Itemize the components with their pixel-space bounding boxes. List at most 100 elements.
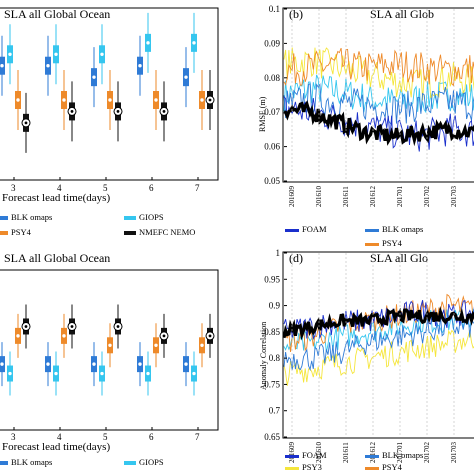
y-tick-label: 0.06: [264, 142, 280, 152]
panel-d-frame: [282, 251, 474, 439]
median-marker: [183, 74, 189, 80]
median-marker: [153, 342, 159, 348]
legend-swatch: [285, 467, 299, 470]
legend-swatch: [365, 455, 379, 458]
x-tick-label: 7: [195, 432, 200, 442]
median-marker: [153, 97, 159, 103]
legend-swatch: [124, 461, 136, 465]
median-marker: [61, 333, 67, 339]
x-tick-label: 201702: [423, 442, 431, 464]
legend-label: BLK omaps: [11, 212, 52, 222]
panel-b: (b) SLA all Glob RMSE (m) 0.1 0.09 0.08 0.0…: [258, 4, 474, 248]
median-dot: [24, 325, 28, 328]
median-marker: [137, 63, 143, 69]
x-tick-label: 201611: [342, 186, 350, 207]
series-line: [283, 100, 474, 147]
legend-swatch: [365, 229, 379, 232]
x-tick-label: 3: [11, 183, 16, 193]
panel-d: (d) SLA all Glo Anomaly Correlation 1 0.9…: [259, 248, 474, 472]
panel-c-xlabel: Forecast lead time(days): [2, 441, 110, 453]
legend-swatch: [365, 467, 379, 470]
panel-b-ylabel: RMSE (m): [258, 96, 267, 132]
median-marker: [45, 361, 51, 367]
series-line: [283, 47, 474, 87]
legend-label: FOAM: [302, 450, 327, 460]
median-marker: [99, 370, 105, 377]
median-marker: [145, 40, 151, 46]
legend-swatch: [0, 231, 8, 235]
x-tick-label: 4: [57, 183, 62, 193]
panel-a-frame: [0, 7, 219, 181]
median-marker: [137, 361, 143, 367]
median-marker: [99, 51, 105, 57]
y-tick-label: 0.09: [264, 38, 280, 48]
median-dot: [116, 325, 120, 328]
legend-swatch: [124, 231, 136, 235]
panel-c: SLA all Global Ocean 3 4 5 6 7 Forecast lead…: [0, 251, 219, 474]
panel-d-label: (d): [289, 251, 303, 265]
legend-label: NMEFC NEMO: [139, 227, 195, 237]
median-marker: [191, 370, 197, 377]
median-marker: [199, 97, 205, 103]
median-marker: [183, 361, 189, 367]
median-marker: [61, 97, 67, 103]
y-tick-label: 0.05: [264, 176, 280, 186]
legend-label: PSY4: [382, 462, 403, 472]
x-tick-label: 201609: [288, 186, 296, 208]
y-tick-label: 0.08: [264, 73, 280, 83]
x-tick-label: 201609: [288, 442, 296, 464]
median-dot: [116, 110, 120, 113]
median-marker: [7, 51, 13, 57]
x-tick-label: 4: [57, 432, 62, 442]
median-marker: [0, 63, 5, 69]
panel-c-title: SLA all Global Ocean: [4, 251, 110, 265]
panel-a-xlabel: Forecast lead time(days): [2, 192, 110, 204]
panel-b-frame: [282, 7, 474, 183]
median-marker: [0, 361, 5, 367]
x-tick-label: 7: [195, 183, 200, 193]
median-dot: [208, 334, 212, 338]
x-tick-label: 6: [149, 432, 154, 442]
median-marker: [53, 370, 59, 377]
x-tick-label: 3: [11, 432, 16, 442]
x-tick-label: 201610: [315, 442, 323, 464]
panel-a-title: SLA all Global Ocean: [4, 7, 110, 21]
y-tick-label: 0.9: [269, 301, 281, 311]
median-marker: [7, 370, 13, 377]
y-tick-label: 0.1: [269, 4, 280, 14]
legend-label: GIOPS: [139, 212, 164, 222]
y-tick-label: 0.7: [269, 406, 281, 416]
legend-swatch: [285, 455, 299, 458]
median-marker: [15, 97, 21, 103]
legend-swatch: [0, 461, 8, 465]
median-marker: [91, 74, 97, 80]
panel-b-title: SLA all Glob: [370, 7, 434, 21]
legend-swatch: [124, 216, 136, 220]
legend-label: FOAM: [302, 224, 327, 234]
legend-label: BLK omaps: [382, 450, 423, 460]
legend-label: PSY4: [382, 238, 403, 248]
legend-label: PSY3: [302, 462, 322, 472]
y-tick-label: 0.07: [264, 107, 280, 117]
series-line: [283, 74, 474, 114]
legend-label: NMEFC NEMO: [139, 472, 195, 474]
panel-c-frame: [0, 269, 219, 431]
x-tick-label: 201611: [342, 442, 350, 463]
x-tick-label: 201701: [396, 186, 404, 208]
panel-d-title: SLA all Glo: [370, 251, 428, 265]
median-marker: [45, 63, 51, 69]
series-line: [283, 83, 474, 126]
x-tick-label: 201610: [315, 186, 323, 208]
median-marker: [53, 51, 59, 57]
y-tick-label: 0.75: [264, 379, 280, 389]
median-marker: [91, 361, 97, 367]
median-marker: [191, 40, 197, 46]
x-tick-label: 201703: [450, 442, 458, 464]
median-dot: [70, 325, 74, 328]
median-dot: [208, 98, 212, 102]
median-marker: [15, 333, 21, 339]
y-tick-label: 0.65: [264, 432, 280, 442]
y-tick-label: 1: [276, 248, 281, 258]
median-dot: [162, 110, 166, 113]
median-marker: [199, 342, 205, 348]
